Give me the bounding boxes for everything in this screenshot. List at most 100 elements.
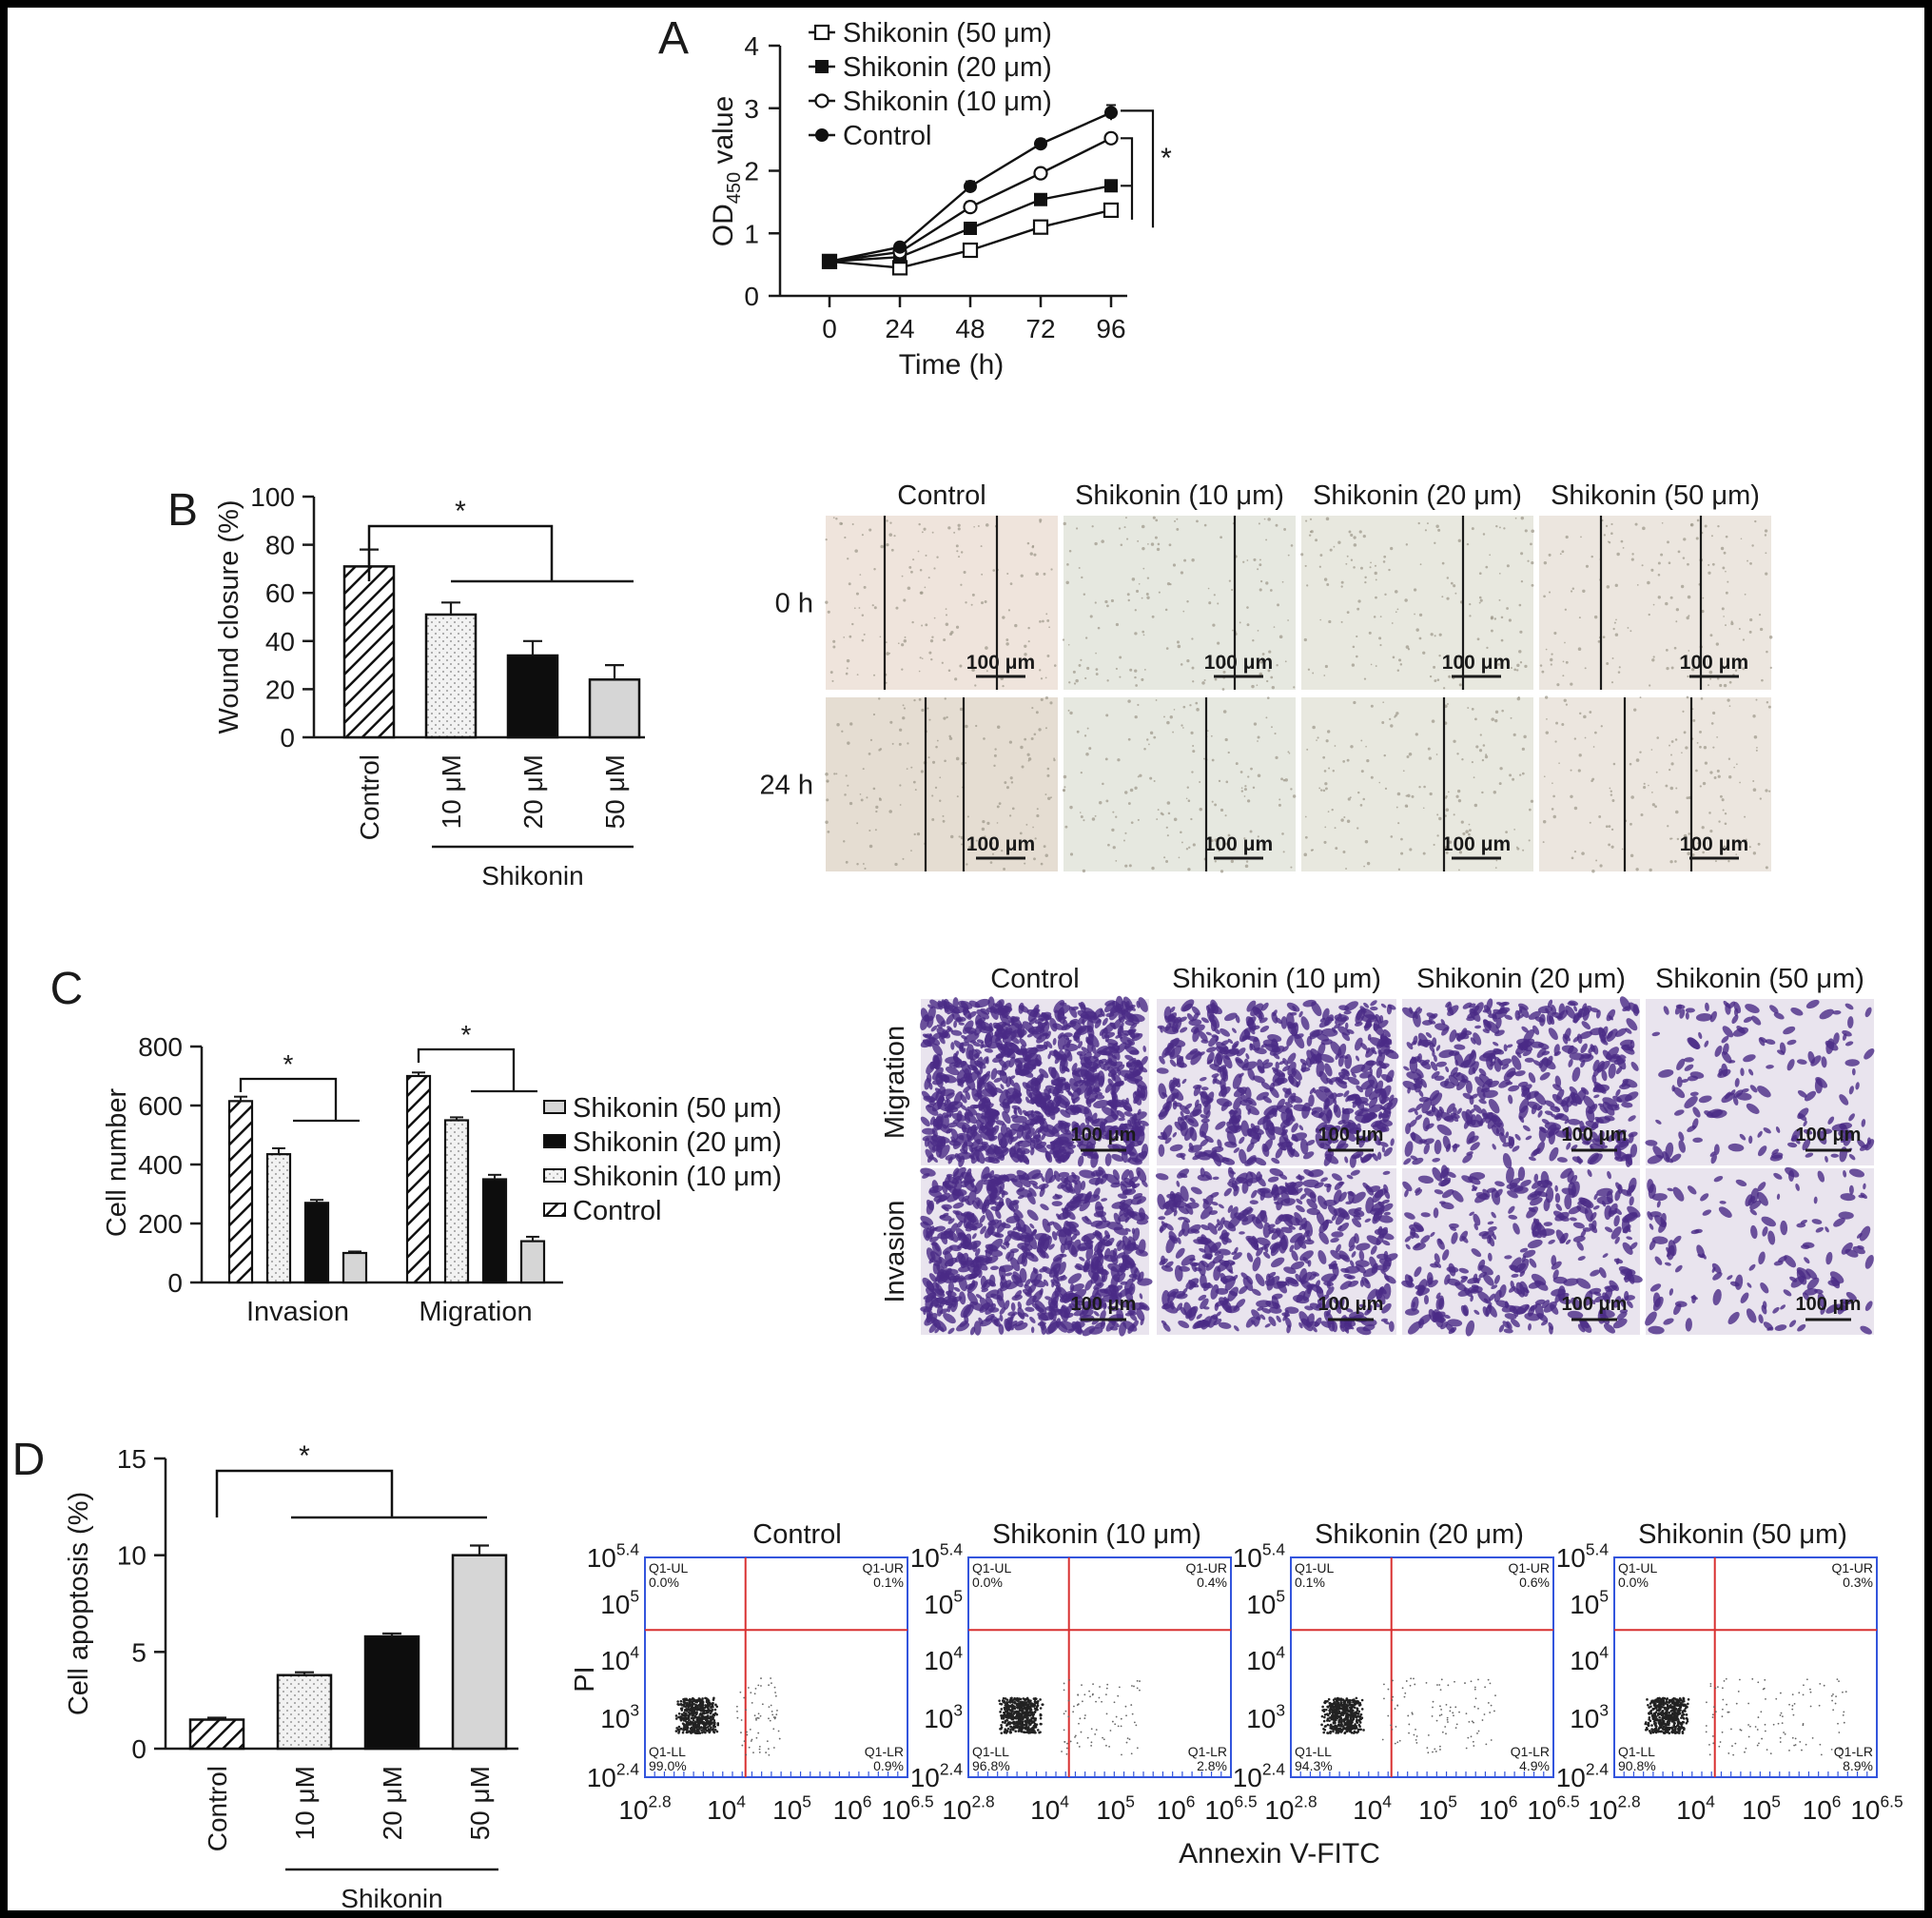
- cell-speck: [1764, 534, 1767, 537]
- cell-speck: [859, 793, 862, 795]
- cell-speck: [1080, 814, 1083, 819]
- legend-label: Shikonin (10 μm): [843, 87, 1052, 117]
- stained-cell: [1053, 1049, 1063, 1061]
- image-bg: [1301, 697, 1533, 871]
- cell-speck: [1384, 787, 1388, 791]
- stained-cell: [940, 1020, 946, 1026]
- cell-speck: [1160, 812, 1163, 815]
- cell-speck: [846, 658, 850, 663]
- cell-speck: [1516, 696, 1521, 701]
- cell-speck: [1102, 782, 1104, 786]
- cell-speck: [1202, 757, 1205, 760]
- cell-speck: [1363, 677, 1367, 680]
- y-tick-label: 0: [280, 723, 295, 753]
- cell-speck: [868, 752, 871, 755]
- cell-speck: [980, 601, 985, 605]
- cell-speck: [868, 528, 872, 532]
- cell-speck: [1039, 669, 1042, 672]
- cell-speck: [1389, 717, 1392, 720]
- cell-speck: [1631, 553, 1634, 556]
- stained-cell: [964, 1113, 971, 1125]
- cell-speck: [1524, 529, 1528, 533]
- cell-speck: [1630, 558, 1634, 561]
- cell-speck: [1485, 565, 1489, 569]
- stained-cell: [936, 1024, 943, 1029]
- cell-speck: [985, 523, 989, 527]
- cell-speck: [1674, 810, 1679, 814]
- cell-speck: [1293, 686, 1296, 689]
- cell-speck: [1573, 850, 1577, 853]
- cell-speck: [945, 622, 949, 626]
- cell-speck: [1730, 621, 1734, 626]
- column-title: Shikonin (20 μm): [1313, 480, 1522, 511]
- cell-speck: [1458, 683, 1462, 687]
- stained-cell: [961, 1035, 967, 1040]
- bar: [227, 1100, 254, 1284]
- cell-speck: [1134, 786, 1138, 790]
- cell-speck: [1752, 714, 1756, 718]
- cell-speck: [1734, 839, 1738, 843]
- cell-speck: [1110, 598, 1114, 603]
- cell-speck: [1019, 832, 1023, 835]
- cell-speck: [1688, 832, 1690, 835]
- cell-speck: [1284, 660, 1287, 663]
- cell-speck: [998, 802, 1002, 806]
- cell-speck: [1612, 762, 1616, 766]
- cell-speck: [1046, 773, 1050, 777]
- cell-speck: [920, 770, 924, 773]
- cell-speck: [1610, 828, 1614, 832]
- cell-speck: [1210, 734, 1213, 737]
- cell-speck: [1431, 719, 1435, 723]
- cell-speck: [1078, 566, 1081, 569]
- cell-speck: [1521, 772, 1525, 775]
- cell-speck: [1178, 856, 1181, 859]
- cell-speck: [947, 526, 951, 530]
- cell-speck: [1063, 774, 1067, 779]
- cell-speck: [1187, 868, 1191, 871]
- cell-speck: [859, 574, 862, 576]
- cell-speck: [1332, 770, 1336, 773]
- stained-cell: [1000, 1123, 1007, 1137]
- cell-speck: [1441, 596, 1444, 598]
- cell-speck: [1218, 779, 1221, 783]
- cell-speck: [1563, 698, 1567, 702]
- cell-speck: [1716, 769, 1720, 773]
- cell-speck: [1370, 663, 1373, 666]
- cell-speck: [1544, 695, 1549, 699]
- cell-speck: [1622, 546, 1625, 549]
- cell-speck: [1020, 745, 1024, 750]
- cell-speck: [931, 531, 934, 534]
- cell-speck: [1005, 642, 1009, 646]
- cell-speck: [1414, 613, 1415, 616]
- cell-speck: [1597, 640, 1601, 643]
- cell-speck: [1518, 603, 1522, 607]
- cell-speck: [1252, 786, 1256, 790]
- cell-speck: [1482, 533, 1486, 536]
- cell-speck: [1063, 521, 1066, 526]
- cell-speck: [880, 544, 885, 549]
- stained-cell: [1057, 1032, 1064, 1039]
- bar: [424, 613, 478, 739]
- cell-speck: [1183, 558, 1187, 562]
- y-tick-label: 0: [167, 1268, 183, 1298]
- y-tick-label: 0: [744, 282, 759, 311]
- stained-cell: [1138, 1152, 1145, 1159]
- cell-speck: [983, 737, 986, 740]
- cell-speck: [1516, 663, 1520, 668]
- marker-open-square: [1103, 202, 1120, 219]
- stained-cell: [1075, 1104, 1090, 1115]
- cell-speck: [1044, 695, 1049, 700]
- category-label: 50 μM: [600, 754, 630, 829]
- cell-speck: [955, 756, 960, 761]
- stained-cell: [961, 1141, 968, 1150]
- cell-speck: [1356, 655, 1358, 658]
- cell-speck: [1749, 561, 1752, 565]
- stained-cell: [1028, 1095, 1042, 1105]
- cell-speck: [1497, 663, 1500, 666]
- cell-speck: [1384, 593, 1387, 597]
- cell-speck: [1434, 541, 1436, 544]
- cell-speck: [1043, 572, 1046, 576]
- cell-speck: [1142, 634, 1145, 636]
- cell-speck: [1577, 769, 1581, 773]
